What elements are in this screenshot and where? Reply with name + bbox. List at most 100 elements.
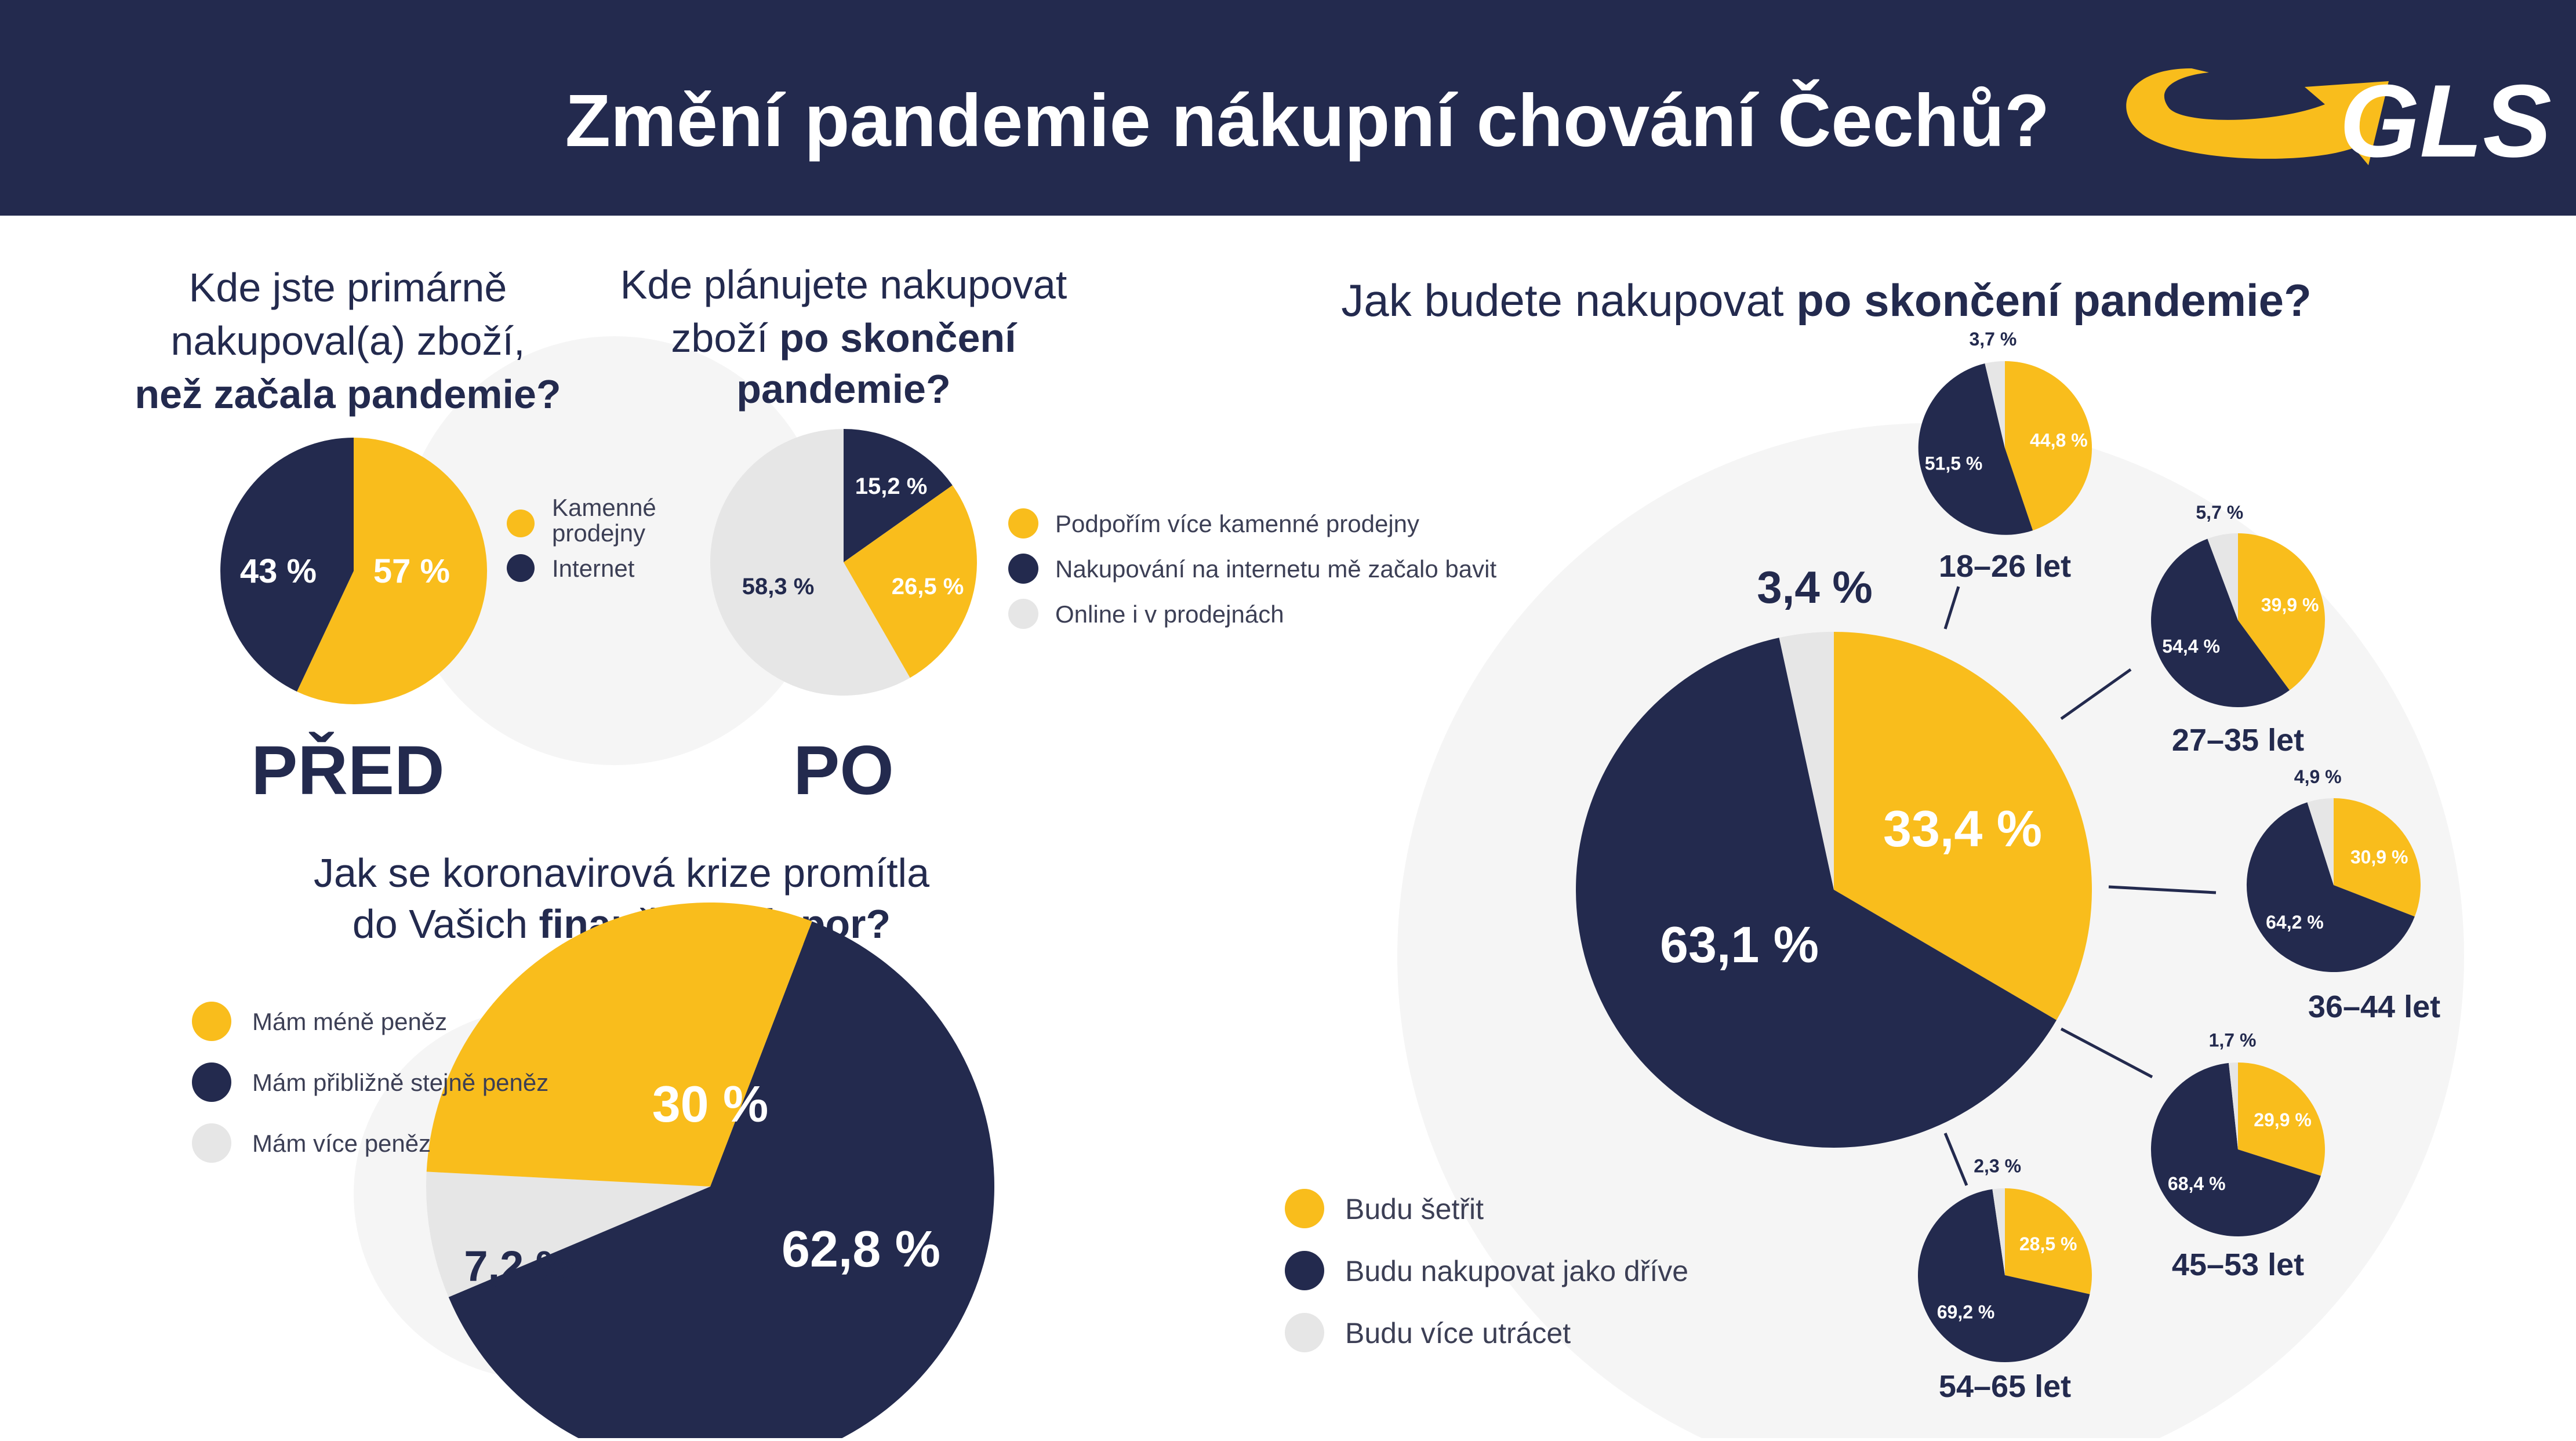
age-0-connector — [1943, 586, 1960, 629]
age-3-age-label: 45–53 let — [2172, 1247, 2304, 1282]
chart3-title-line-0: Jak se koronavirová krize promítla — [314, 850, 929, 896]
age-4-label-same: 69,2 % — [1937, 1302, 1995, 1323]
age-3-slice-more — [2229, 1062, 2238, 1149]
chart4-slice-0 — [1834, 632, 2092, 1020]
age-3-label-same: 68,4 % — [2168, 1173, 2226, 1194]
gls-logo-text: GLS — [2339, 63, 2552, 179]
chart3-legend-marker-2 — [192, 1123, 231, 1163]
chart2-legend-marker-0 — [1008, 508, 1038, 538]
chart3-slice-0 — [448, 921, 995, 1441]
age-0-slice-more — [1985, 361, 2005, 448]
chart4-label-1: 63,1 % — [1660, 916, 1819, 973]
chart1-legend-marker-0 — [507, 510, 535, 537]
age-3-label-saving: 29,9 % — [2254, 1109, 2312, 1130]
gls-logo: GLS — [2126, 63, 2552, 179]
chart3-label-0: 62,8 % — [782, 1220, 940, 1278]
age-0-label-more: 3,7 % — [1969, 329, 2017, 350]
chart2-label-1: 26,5 % — [892, 574, 964, 599]
halo-top — [400, 336, 829, 765]
chart4-label-0: 33,4 % — [1883, 800, 2042, 857]
chart2-legend-label-2: Online i v prodejnách — [1055, 601, 1284, 628]
age-2-label-same: 64,2 % — [2266, 912, 2324, 933]
chart3-legend-label-2: Mám více peněz — [252, 1130, 431, 1157]
age-0-age-label: 18–26 let — [1939, 549, 2071, 584]
age-1-age-label: 27–35 let — [2172, 723, 2304, 758]
chart1-title-line-0: Kde jste primárně — [189, 265, 507, 310]
age-1-label-more: 5,7 % — [2196, 502, 2243, 523]
age-2-slice-more — [2307, 798, 2334, 885]
age-1-slice-more — [2207, 533, 2238, 620]
age-2-age-label: 36–44 let — [2308, 989, 2440, 1024]
chart2-caption: PO — [793, 732, 893, 809]
age-2-label-more: 4,9 % — [2294, 766, 2342, 787]
chart2-legend-marker-1 — [1008, 554, 1038, 584]
age-1-connector — [2060, 668, 2132, 720]
chart1-caption: PŘED — [251, 731, 444, 809]
age-4-slice-same — [1917, 1189, 2090, 1363]
age-0-label-same: 51,5 % — [1925, 453, 1983, 474]
page-title: Změní pandemie nákupní chování Čechů? — [565, 79, 2050, 162]
age-4-label-saving: 28,5 % — [2019, 1233, 2077, 1254]
age-0-slice-same — [1918, 363, 2033, 535]
chart3-legend-label-0: Mám méně peněz — [252, 1008, 447, 1035]
age-4-slice-more — [1992, 1188, 2005, 1275]
age-1-slice-saving — [2238, 533, 2325, 690]
chart4-slice-1 — [1576, 638, 2057, 1148]
chart3-label-1: 7,2 % — [464, 1242, 573, 1290]
chart2-title-line-2: pandemie? — [736, 366, 951, 412]
age-1-slice-same — [2151, 538, 2290, 707]
chart2-title-line-1: zboží po skončení — [671, 315, 1018, 361]
age-4-age-label: 54–65 let — [1939, 1369, 2071, 1404]
chart4-legend-marker-0 — [1285, 1189, 1324, 1228]
chart3-legend-label-1: Mám přibližně stejně peněz — [252, 1069, 548, 1096]
chart4-legend-marker-2 — [1285, 1313, 1324, 1352]
age-4-label-more: 2,3 % — [1974, 1155, 2021, 1176]
age-2-slice-saving — [2334, 798, 2421, 917]
chart1-slice-1 — [220, 438, 354, 692]
chart3-slice-1 — [426, 1171, 710, 1297]
chart4-legend-label-1: Budu nakupovat jako dříve — [1345, 1255, 1688, 1287]
chart1-legend-marker-1 — [507, 554, 535, 582]
chart4-legend-label-0: Budu šetřit — [1345, 1193, 1484, 1225]
chart1-title-line-1: nakupoval(a) zboží, — [171, 318, 525, 363]
chart2-title-line-0: Kde plánujete nakupovat — [620, 262, 1067, 307]
age-2-slice-same — [2246, 802, 2415, 973]
age-1-label-saving: 39,9 % — [2261, 595, 2319, 616]
chart3-legend-marker-1 — [192, 1062, 231, 1102]
chart4-slice-2 — [1779, 632, 1834, 890]
chart3-slice-2 — [426, 902, 812, 1187]
chart3-label-2: 30 % — [652, 1075, 769, 1133]
age-0-label-saving: 44,8 % — [2030, 430, 2088, 451]
age-3-slice-saving — [2238, 1062, 2325, 1176]
chart2-label-2: 58,3 % — [742, 574, 815, 599]
age-4-connector — [1943, 1133, 1968, 1186]
chart1-legend-label-0a: Kamenné — [552, 494, 656, 521]
age-0-slice-saving — [2005, 361, 2092, 531]
chart1-label-1: 43 % — [240, 552, 317, 590]
chart4-legend-label-2: Budu více utrácet — [1345, 1317, 1571, 1349]
chart2-legend-label-1: Nakupování na internetu mě začalo bavit — [1055, 555, 1496, 583]
chart4-legend-marker-1 — [1285, 1251, 1324, 1290]
chart1-label-0: 57 % — [373, 552, 450, 590]
chart4-label-2: 3,4 % — [1757, 562, 1872, 613]
chart1-title-line-2: než začala pandemie? — [135, 372, 561, 417]
chart3-legend-marker-0 — [192, 1002, 231, 1041]
chart2-slice-0 — [844, 429, 953, 562]
age-3-connector — [2060, 1027, 2153, 1079]
age-3-slice-same — [2150, 1062, 2321, 1237]
chart1-legend-label-0b: prodejny — [552, 519, 645, 547]
gls-logo-swoosh — [2126, 68, 2389, 165]
age-4-slice-saving — [2005, 1188, 2092, 1294]
chart2-label-0: 15,2 % — [855, 474, 928, 499]
chart4-title: Jak budete nakupovat po skončení pandemi… — [1341, 275, 2311, 326]
age-2-label-saving: 30,9 % — [2350, 846, 2408, 867]
chart2-slice-2 — [710, 428, 910, 696]
chart2-legend-label-0: Podpořím více kamenné prodejny — [1055, 510, 1419, 537]
chart2-slice-1 — [844, 485, 978, 678]
age-3-label-more: 1,7 % — [2209, 1029, 2257, 1050]
age-2-connector — [2108, 885, 2217, 894]
chart1-legend-label-1: Internet — [552, 555, 635, 582]
age-1-label-same: 54,4 % — [2162, 636, 2220, 657]
